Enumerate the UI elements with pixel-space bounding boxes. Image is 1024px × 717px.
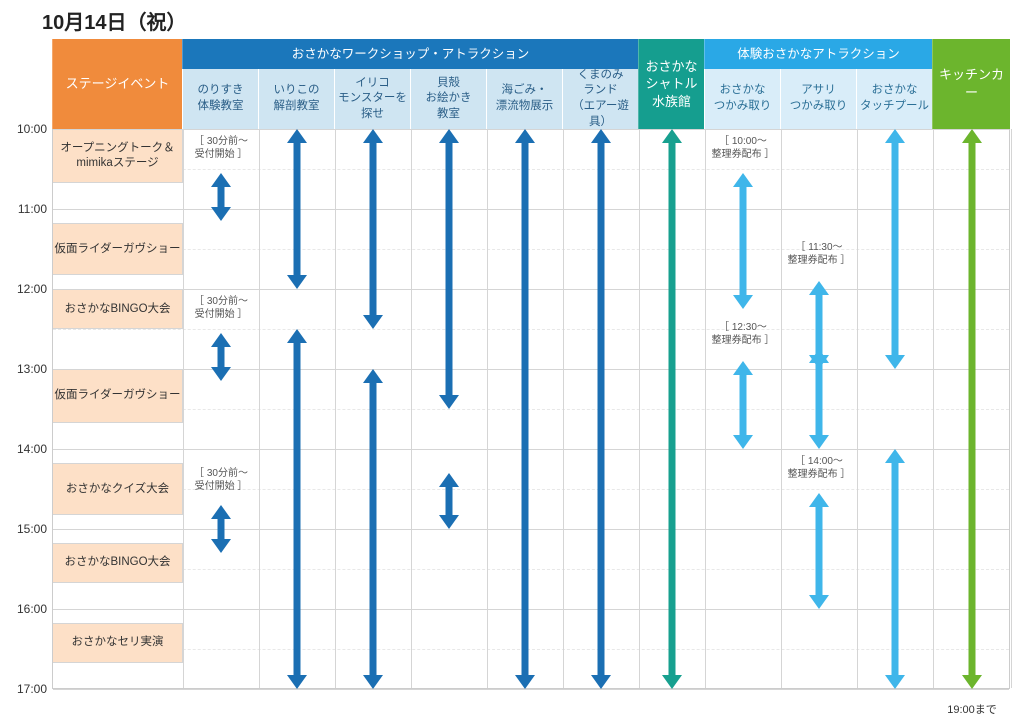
date-title: 10月14日（祝） xyxy=(42,6,1010,35)
subheader-norisuki: のりすき体験教室 xyxy=(182,69,258,129)
subheader-tsukami: おさかなつかみ取り xyxy=(704,69,780,129)
subheader-kaigara: 貝殻お絵かき教室 xyxy=(410,69,486,129)
group-header-workshop: おさかなワークショップ・アトラクション xyxy=(182,39,638,69)
time-label-17: 17:00 xyxy=(17,682,47,696)
col-divider xyxy=(563,129,564,688)
col-divider xyxy=(335,129,336,688)
arrow xyxy=(286,129,308,289)
header-kitchen: キッチンカー xyxy=(932,39,1010,129)
arrow xyxy=(884,129,906,369)
subheader-iriko: いりこの解剖教室 xyxy=(258,69,334,129)
schedule-container: ステージイベントおさかなワークショップ・アトラクションのりすき体験教室いりこの解… xyxy=(52,39,1010,689)
note: ［ 30分前～受付開始 ］ xyxy=(185,295,257,321)
header-row: ステージイベントおさかなワークショップ・アトラクションのりすき体験教室いりこの解… xyxy=(52,39,1010,129)
header-stage: ステージイベント xyxy=(52,39,182,129)
subheader-kumanomi: くまのみランド（エアー遊具） xyxy=(562,69,638,129)
time-label-13: 13:00 xyxy=(17,362,47,376)
arrow xyxy=(884,449,906,689)
time-label-10: 10:00 xyxy=(17,122,47,136)
note: ［ 30分前～受付開始 ］ xyxy=(185,135,257,161)
arrow xyxy=(808,493,830,609)
stage-event: オープニングトーク＆mimikaステージ xyxy=(53,129,183,183)
arrow xyxy=(732,361,754,449)
note: ［ 12:30～整理券配布 ］ xyxy=(707,321,779,347)
arrow xyxy=(210,173,232,221)
subheader-touchpool: おさかなタッチプール xyxy=(856,69,932,129)
subheader-monster: イリコモンスターを探せ xyxy=(334,69,410,129)
arrow xyxy=(362,369,384,689)
arrow xyxy=(590,129,612,689)
col-divider xyxy=(705,129,706,688)
stage-event: 仮面ライダーガヴショー xyxy=(53,369,183,423)
col-divider xyxy=(639,129,640,688)
col-divider xyxy=(857,129,858,688)
stage-event: おさかなセリ実演 xyxy=(53,623,183,663)
col-divider xyxy=(487,129,488,688)
time-label-15: 15:00 xyxy=(17,522,47,536)
col-divider xyxy=(259,129,260,688)
stage-event: 仮面ライダーガヴショー xyxy=(53,223,183,276)
time-label-11: 11:00 xyxy=(18,202,47,216)
arrow xyxy=(362,129,384,329)
arrow xyxy=(438,473,460,529)
col-divider xyxy=(183,129,184,688)
col-divider xyxy=(411,129,412,688)
header-aquarium: おさかなシャトル水族館 xyxy=(638,39,704,129)
col-divider xyxy=(1011,129,1012,688)
arrow xyxy=(661,129,683,689)
arrow xyxy=(286,329,308,689)
time-label-12: 12:00 xyxy=(17,282,47,296)
arrow xyxy=(210,505,232,553)
col-divider xyxy=(933,129,934,688)
subheader-asari: アサリつかみ取り xyxy=(780,69,856,129)
note: ［ 30分前～受付開始 ］ xyxy=(185,467,257,493)
stage-event: おさかなBINGO大会 xyxy=(53,289,183,329)
time-label-14: 14:00 xyxy=(17,442,47,456)
footnote: 19:00まで xyxy=(933,701,1011,717)
schedule-grid: 10:0011:0012:0013:0014:0015:0016:0017:00… xyxy=(52,129,1010,689)
subheader-umigomi: 海ごみ・漂流物展示 xyxy=(486,69,562,129)
note: ［ 10:00～整理券配布 ］ xyxy=(707,135,779,161)
stage-event: おさかなクイズ大会 xyxy=(53,463,183,516)
note: ［ 14:00～整理券配布 ］ xyxy=(783,455,855,481)
time-label-16: 16:00 xyxy=(17,602,47,616)
arrow xyxy=(210,333,232,381)
arrow xyxy=(514,129,536,689)
group-header-experience: 体験おさかなアトラクション xyxy=(704,39,932,69)
arrow xyxy=(438,129,460,409)
col-divider xyxy=(781,129,782,688)
stage-event: おさかなBINGO大会 xyxy=(53,543,183,583)
arrow xyxy=(808,349,830,449)
hour-line xyxy=(53,689,1009,690)
note: ［ 11:30～整理券配布 ］ xyxy=(783,241,855,267)
arrow xyxy=(961,129,983,689)
arrow xyxy=(732,173,754,309)
